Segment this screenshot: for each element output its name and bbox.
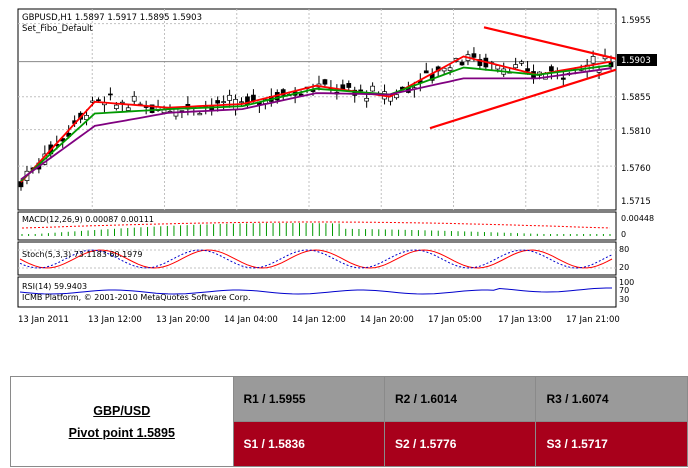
s3-cell: S3 / 1.5717: [535, 421, 688, 467]
stoch-label: Stoch(5,3,3) 73.1183 60.1979: [22, 250, 142, 259]
candle-body: [131, 95, 137, 102]
r1-cell: R1 / 1.5955: [232, 376, 385, 422]
macd-tick: 0.00448: [621, 214, 654, 223]
candle-body: [215, 100, 221, 104]
stoch-tick: 20: [619, 263, 629, 272]
time-label: 14 Jan 20:00: [360, 315, 414, 325]
candle-body: [477, 59, 483, 66]
s1-cell: S1 / 1.5836: [232, 421, 385, 467]
r3-cell: R3 / 1.6074: [535, 376, 688, 422]
candle-body: [525, 68, 530, 72]
candle-body: [346, 83, 352, 88]
stoch-main-line: [19, 249, 613, 269]
time-label: 14 Jan 12:00: [292, 315, 346, 325]
candle-body: [370, 85, 375, 92]
candle-body: [322, 79, 328, 85]
rsi-label: RSI(14) 59.9403: [22, 282, 87, 291]
candle-body: [471, 53, 477, 58]
rsi-panel: [17, 276, 617, 308]
main-panel: [17, 8, 617, 211]
candle-body: [125, 107, 131, 111]
pivot-pair: GBP/USD: [93, 403, 151, 418]
pivot-label-cell: GBP/USD Pivot point 1.5895: [10, 376, 234, 467]
stoch-tick: 80: [619, 245, 629, 254]
slow-ma-line: [20, 67, 612, 181]
time-label: 17 Jan 21:00: [566, 315, 620, 325]
candle-body: [513, 64, 518, 69]
price-tick: 1.5760: [621, 164, 651, 174]
time-label: 14 Jan 04:00: [224, 315, 278, 325]
macd-label: MACD(12,26,9) 0.00087 0.00111: [22, 215, 154, 224]
candle-body: [590, 56, 596, 64]
candle-body: [364, 97, 370, 102]
price-tick: 1.5715: [621, 197, 651, 207]
time-label: 17 Jan 05:00: [428, 315, 482, 325]
stoch-signal-line: [19, 249, 613, 269]
price-chart: GBPUSD,H1 1.5897 1.5917 1.5895 1.5903 Se…: [17, 8, 657, 325]
candle-body: [239, 101, 244, 104]
chart-header: GBPUSD,H1 1.5897 1.5917 1.5895 1.5903: [22, 13, 202, 23]
candle-body: [108, 93, 113, 96]
time-label: 13 Jan 20:00: [156, 315, 210, 325]
candle-body: [549, 66, 554, 72]
price-tick: 1.5955: [621, 16, 651, 26]
candle-body: [84, 115, 89, 120]
candle-body: [18, 181, 24, 188]
upper-trendline: [483, 26, 617, 60]
rsi-tick: 70: [619, 286, 629, 295]
candle-body: [114, 104, 119, 109]
candle-body: [459, 62, 465, 66]
mid-ma-line: [20, 64, 612, 182]
candle-body: [119, 101, 125, 104]
macd-panel: [17, 211, 617, 241]
candle-body: [352, 89, 358, 96]
current-price-box: [617, 54, 657, 66]
time-label: 13 Jan 12:00: [88, 315, 142, 325]
current-price-label: 1.5903: [621, 56, 651, 66]
candle-body: [423, 70, 429, 74]
candle-body: [96, 99, 101, 102]
chart-template-label: Set_Fibo_Default: [22, 24, 93, 34]
candle-body: [197, 113, 203, 116]
pivot-table: GBP/USD Pivot point 1.5895 R1 / 1.5955 R…: [10, 376, 688, 467]
candle-body: [519, 61, 524, 64]
candle-body: [227, 94, 232, 101]
candle-body: [280, 89, 286, 96]
r2-cell: R2 / 1.6014: [383, 376, 537, 422]
price-tick: 1.5855: [621, 93, 651, 103]
candle-body: [441, 67, 447, 72]
macd-tick: 0: [621, 230, 626, 239]
candle-body: [560, 77, 566, 80]
candle-body: [358, 89, 364, 92]
fast-ma-line: [20, 55, 612, 183]
lower-trendline: [429, 68, 617, 130]
rsi-tick: 100: [619, 278, 634, 287]
pivot-point: Pivot point 1.5895: [68, 425, 175, 440]
stoch-panel: [17, 241, 617, 276]
price-tick: 1.5810: [621, 127, 651, 137]
candle-body: [394, 94, 399, 99]
s2-cell: S2 / 1.5776: [383, 421, 537, 467]
rsi-line: [19, 287, 612, 295]
time-label: 13 Jan 2011: [18, 315, 69, 325]
candle-body: [149, 104, 155, 113]
copyright-label: ICMB Platform, © 2001-2010 MetaQuotes So…: [22, 293, 251, 302]
candle-body: [221, 101, 226, 103]
candle-body: [447, 67, 453, 71]
rsi-tick: 30: [619, 295, 629, 304]
time-label: 17 Jan 13:00: [498, 315, 552, 325]
